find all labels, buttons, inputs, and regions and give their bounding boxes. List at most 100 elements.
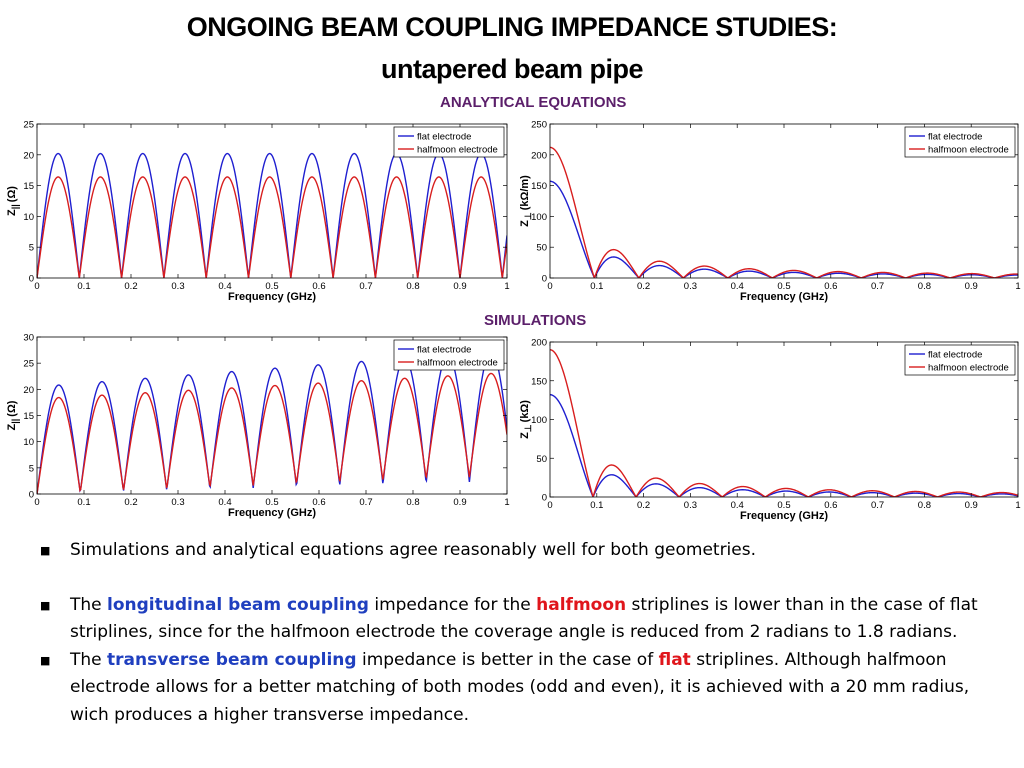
- x-tick-label: 0.3: [684, 281, 697, 292]
- page-title: ONGOING BEAM COUPLING IMPEDANCE STUDIES:: [186, 12, 838, 42]
- bullet-item: ■ The transverse beam coupling impedance…: [40, 647, 1000, 730]
- highlight-halfmoon: halfmoon: [536, 594, 627, 615]
- highlight-longitudinal: longitudinal beam coupling: [107, 594, 369, 615]
- y-tick-label: 50: [536, 454, 547, 465]
- y-tick-label: 15: [23, 411, 34, 422]
- chart-legend: flat electrode halfmoon electrode: [904, 126, 1016, 158]
- y-tick-label: 50: [536, 243, 547, 254]
- series-line-flat: [550, 394, 1018, 497]
- x-tick-label: 0.1: [77, 497, 90, 508]
- bullet-square-icon: ■: [40, 544, 51, 557]
- highlight-transverse: transverse beam coupling: [107, 649, 357, 670]
- chart-svg: 0 0.1 0.2 0.3 0.4 0.5 0.6 0.7 0.8 0.9 1 0 50 100 150 20…: [519, 120, 1021, 304]
- x-tick-label: 0: [34, 281, 39, 292]
- y-tick-label: 0: [29, 274, 34, 285]
- highlight-flat: flat: [658, 649, 691, 670]
- bullet-text: Simulations and analytical equations agr…: [70, 540, 757, 560]
- y-tick-label: 15: [23, 181, 34, 192]
- y-tick-label: 0: [29, 490, 34, 501]
- x-tick-label: 0.9: [453, 281, 466, 292]
- chart-analytical-longitudinal: 0 0.1 0.2 0.3 0.4 0.5 0.6 0.7 0.8 0.9 1 0 5 10 15 20 25 F…: [0, 108, 520, 304]
- y-tick-label: 10: [23, 212, 34, 223]
- x-tick-label: 0.5: [777, 281, 790, 292]
- x-tick-label: 0.6: [824, 281, 837, 292]
- x-tick-label: 0.4: [731, 281, 744, 292]
- x-tick-label: 1: [504, 281, 509, 292]
- x-tick-label: 0.3: [171, 281, 184, 292]
- section-label-analytical: ANALYTICAL EQUATIONS: [440, 94, 627, 111]
- chart-svg: 0 0.1 0.2 0.3 0.4 0.5 0.6 0.7 0.8 0.9 105101520253…: [6, 333, 510, 520]
- y-axis-label: Z||(Ω): [6, 186, 20, 216]
- x-tick-label: 0.2: [124, 497, 137, 508]
- y-tick-label: 100: [531, 415, 547, 426]
- chart-legend: flat electrode halfmoon electrode: [904, 344, 1016, 376]
- x-tick-label: 0.5: [777, 500, 790, 511]
- y-tick-label: 250: [531, 120, 547, 131]
- bullet-item: ■ Simulations and analytical equations a…: [40, 537, 1000, 565]
- series-line-halfmoon: [550, 146, 1018, 278]
- x-tick-label: 0.6: [824, 500, 837, 511]
- bullet-list: ■ Simulations and analytical equations a…: [40, 537, 1000, 729]
- page-subtitle: untapered beam pipe: [380, 54, 644, 84]
- x-tick-label: 0.5: [265, 281, 278, 292]
- x-tick-label: 0.7: [871, 500, 884, 511]
- y-tick-label: 200: [531, 338, 547, 349]
- x-tick-label: 0.4: [731, 500, 744, 511]
- y-tick-label: 150: [531, 376, 547, 387]
- chart-legend: flat electrode halfmoon electrode: [393, 126, 505, 158]
- bullet-square-icon: ■: [40, 653, 51, 667]
- legend-label: flat electrode: [417, 345, 471, 356]
- series-line-halfmoon: [550, 349, 1018, 497]
- chart-legend: flat electrode halfmoon electrode: [393, 339, 505, 371]
- x-axis-label: Frequency (GHz): [740, 291, 828, 303]
- x-tick-label: 0: [547, 281, 552, 292]
- y-tick-label: 5: [29, 463, 34, 474]
- legend-label: halfmoon electrode: [928, 363, 1009, 374]
- y-tick-label: 5: [29, 243, 34, 254]
- bullet-item: ■ The longitudinal beam coupling impedan…: [40, 592, 1000, 647]
- y-axis-label: Z⊥(kΩ): [519, 400, 533, 439]
- bullet-text-part: impedance is better in the case of: [356, 649, 659, 670]
- legend-label: halfmoon electrode: [928, 145, 1009, 156]
- bullet-text-part: striplines. Although halfmoon electrode …: [70, 649, 970, 725]
- x-tick-label: 0.6: [312, 281, 325, 292]
- legend-label: flat electrode: [928, 132, 982, 143]
- x-tick-label: 1: [1015, 500, 1020, 511]
- x-tick-label: 0: [34, 497, 39, 508]
- series-line-flat: [37, 152, 507, 278]
- chart-simulation-transverse: 0 0.1 0.2 0.3 0.4 0.5 0.6 0.7 0.8 0.9 1 0 50 100 150 20…: [508, 328, 1024, 526]
- x-tick-label: 0.1: [77, 281, 90, 292]
- x-tick-label: 0.8: [406, 497, 419, 508]
- legend-label: flat electrode: [928, 350, 982, 361]
- y-tick-label: 25: [23, 359, 34, 370]
- y-axis-label: Z⊥(kΩ/m): [519, 175, 533, 227]
- x-axis-label: Frequency (GHz): [228, 291, 316, 303]
- x-tick-label: 0.8: [918, 500, 931, 511]
- legend-label: halfmoon electrode: [417, 358, 498, 369]
- y-tick-label: 10: [23, 437, 34, 448]
- bullet-text-part: striplines is lower than in the case of …: [70, 594, 978, 643]
- x-tick-label: 0.3: [171, 497, 184, 508]
- x-tick-label: 0.2: [637, 281, 650, 292]
- x-tick-label: 0: [547, 500, 552, 511]
- y-tick-label: 20: [23, 150, 34, 161]
- x-tick-label: 0.2: [124, 281, 137, 292]
- y-tick-label: 100: [531, 212, 547, 223]
- x-tick-label: 1: [1015, 281, 1020, 292]
- x-tick-label: 0.8: [406, 281, 419, 292]
- x-axis-label: Frequency (GHz): [228, 507, 316, 519]
- series-line-flat: [550, 180, 1018, 278]
- x-tick-label: 0.2: [637, 500, 650, 511]
- x-tick-label: 0.7: [359, 281, 372, 292]
- y-tick-label: 20: [23, 385, 34, 396]
- bullet-text-part: impedance for the: [368, 594, 537, 615]
- bullet-text-part: The: [70, 649, 108, 670]
- chart-svg: 0 0.1 0.2 0.3 0.4 0.5 0.6 0.7 0.8 0.9 10510152025F…: [6, 120, 510, 304]
- y-tick-label: 0: [542, 274, 547, 285]
- series-line-halfmoon: [37, 372, 507, 494]
- x-tick-label: 1: [504, 497, 509, 508]
- bullet-square-icon: ■: [40, 598, 51, 612]
- x-tick-label: 0.6: [312, 497, 325, 508]
- y-tick-label: 25: [23, 120, 34, 131]
- series-line-halfmoon: [37, 176, 507, 278]
